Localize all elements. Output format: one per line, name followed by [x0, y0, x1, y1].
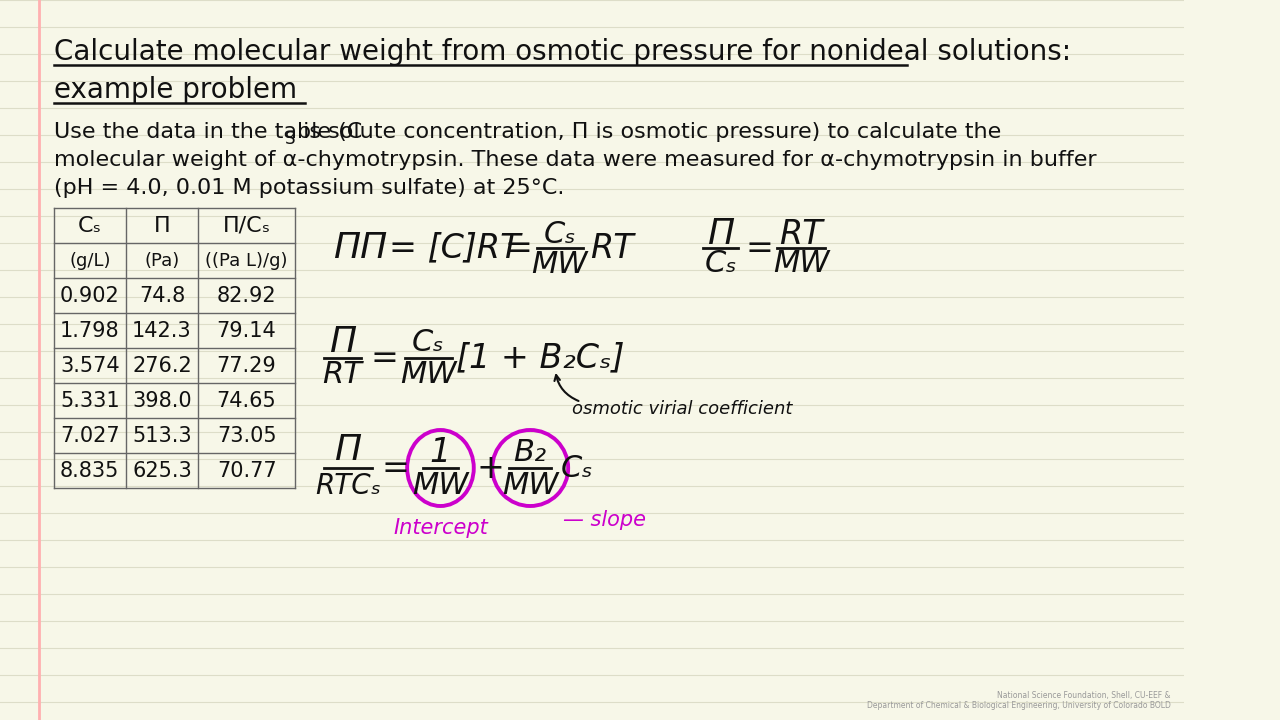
Text: S: S: [285, 130, 296, 148]
Text: 74.8: 74.8: [138, 286, 186, 305]
Text: Cₛ: Cₛ: [544, 220, 576, 248]
Text: +: +: [476, 451, 504, 485]
Text: MW: MW: [773, 248, 829, 277]
Text: B₂: B₂: [513, 438, 547, 467]
Text: 5.331: 5.331: [60, 390, 119, 410]
Text: molecular weight of α-chymotrypsin. These data were measured for α-chymotrypsin : molecular weight of α-chymotrypsin. Thes…: [54, 150, 1096, 170]
Text: 276.2: 276.2: [132, 356, 192, 376]
Text: =: =: [370, 341, 398, 374]
Text: ((Pa L)/g): ((Pa L)/g): [205, 251, 288, 269]
Text: 77.29: 77.29: [216, 356, 276, 376]
Text: 74.65: 74.65: [216, 390, 276, 410]
Text: RT: RT: [780, 217, 823, 251]
Text: [1 + B₂Cₛ]: [1 + B₂Cₛ]: [456, 341, 625, 374]
Text: RT: RT: [590, 232, 634, 264]
Text: =: =: [381, 451, 410, 485]
Text: Π: Π: [154, 215, 170, 235]
Text: MW: MW: [531, 250, 588, 279]
Text: (Pa): (Pa): [145, 251, 179, 269]
Text: 398.0: 398.0: [132, 390, 192, 410]
Text: Cₛ: Cₛ: [78, 215, 101, 235]
Text: osmotic virial coefficient: osmotic virial coefficient: [572, 400, 792, 418]
Text: 73.05: 73.05: [216, 426, 276, 446]
Text: =: =: [746, 232, 773, 264]
Text: 625.3: 625.3: [132, 461, 192, 480]
Text: 79.14: 79.14: [216, 320, 276, 341]
Text: 7.027: 7.027: [60, 426, 119, 446]
Text: MW: MW: [401, 359, 457, 389]
Text: Use the data in the table (C: Use the data in the table (C: [54, 122, 362, 142]
Text: RTCₛ: RTCₛ: [315, 472, 381, 500]
Text: Π: Π: [708, 217, 735, 251]
Text: is solute concentration, Π is osmotic pressure) to calculate the: is solute concentration, Π is osmotic pr…: [296, 122, 1001, 142]
Text: 1.798: 1.798: [60, 320, 119, 341]
Text: MW: MW: [502, 470, 558, 500]
Text: example problem: example problem: [54, 76, 297, 104]
Text: National Science Foundation, Shell, CU-EEF &
Department of Chemical & Biological: National Science Foundation, Shell, CU-E…: [867, 690, 1170, 710]
Text: Π: Π: [329, 325, 356, 359]
Text: 0.902: 0.902: [60, 286, 119, 305]
Text: Cₛ: Cₛ: [704, 248, 737, 277]
Text: (pH = 4.0, 0.01 M potassium sulfate) at 25°C.: (pH = 4.0, 0.01 M potassium sulfate) at …: [54, 178, 564, 198]
Text: — slope: — slope: [563, 510, 645, 530]
Text: =: =: [504, 232, 532, 264]
Text: Π/Cₛ: Π/Cₛ: [223, 215, 270, 235]
Text: 70.77: 70.77: [216, 461, 276, 480]
Text: 1: 1: [430, 436, 451, 469]
Text: Calculate molecular weight from osmotic pressure for nonideal solutions:: Calculate molecular weight from osmotic …: [54, 38, 1071, 66]
Text: MW: MW: [412, 470, 468, 500]
Text: 513.3: 513.3: [132, 426, 192, 446]
Text: (g/L): (g/L): [69, 251, 110, 269]
Text: Π: Π: [334, 433, 361, 467]
Text: ΠΠ: ΠΠ: [333, 231, 388, 265]
Text: Cₛ: Cₛ: [561, 454, 594, 482]
Text: = [C]RT: = [C]RT: [389, 232, 520, 264]
Text: 3.574: 3.574: [60, 356, 119, 376]
Text: Cₛ: Cₛ: [412, 328, 444, 356]
Text: 8.835: 8.835: [60, 461, 119, 480]
Text: 82.92: 82.92: [216, 286, 276, 305]
Text: 142.3: 142.3: [132, 320, 192, 341]
Text: RT: RT: [323, 359, 362, 389]
Text: Intercept: Intercept: [393, 518, 488, 538]
